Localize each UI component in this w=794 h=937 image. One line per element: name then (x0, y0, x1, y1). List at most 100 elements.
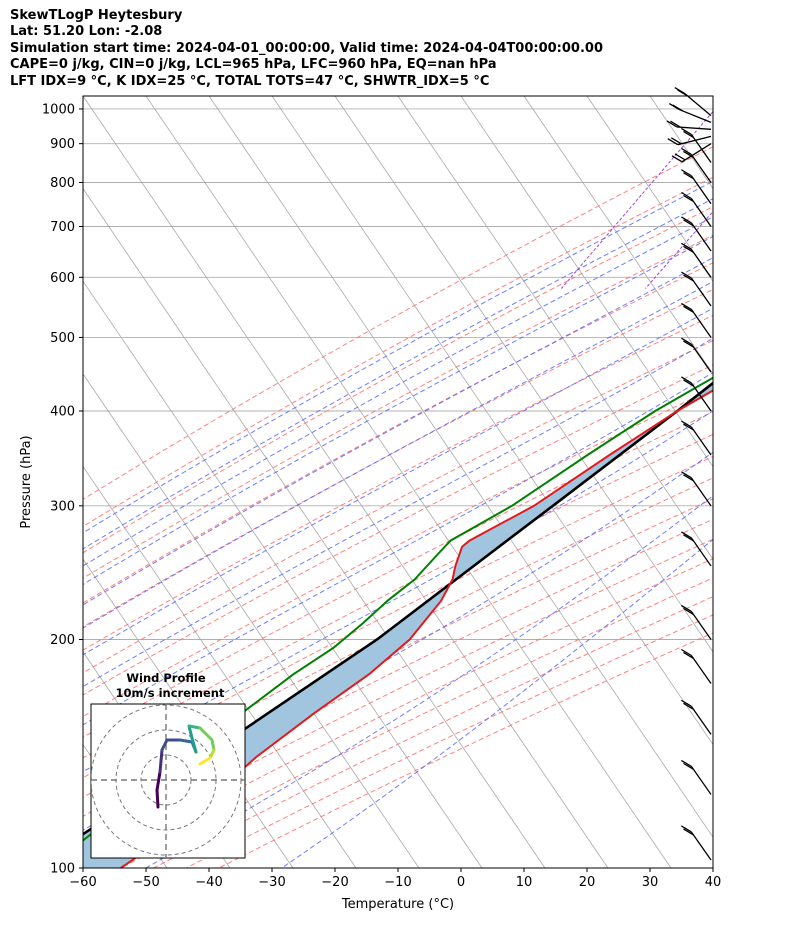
wind-barb-staff (690, 705, 712, 735)
wind-barb (674, 87, 712, 117)
wind-barb-staff (690, 477, 712, 507)
hodograph-trace (160, 738, 169, 752)
moist-adiabat (83, 235, 713, 585)
wind-barb-flag (683, 305, 694, 313)
wind-barb-staff (690, 309, 712, 338)
wind-barb-flag (670, 120, 681, 128)
x-tick-label: −50 (132, 875, 159, 890)
hodograph-trace (190, 736, 198, 754)
y-tick-label: 600 (50, 271, 75, 286)
hodograph-trace (198, 756, 212, 766)
isotherm-line (712, 96, 713, 97)
wind-barb-flag (681, 759, 692, 767)
wind-barb-flag (677, 89, 688, 97)
wind-barb (681, 471, 712, 507)
wind-barb-staff (690, 382, 712, 412)
wind-barb-staff (690, 277, 712, 307)
moist-adiabat (83, 216, 713, 567)
y-tick-label: 500 (50, 331, 75, 346)
hodograph-trace (210, 738, 216, 752)
wind-barb-flag (681, 648, 692, 657)
title-line-2: Lat: 51.20 Lon: -2.08 (10, 24, 163, 40)
mixing-ratio-line (561, 110, 713, 289)
isotherm-line (83, 280, 483, 868)
wind-barb (681, 302, 712, 338)
wind-barb-flag (683, 702, 694, 710)
moist-adiabat (83, 180, 713, 534)
wind-barb (681, 648, 712, 684)
wind-barb-flag (681, 216, 692, 224)
wind-barb-staff (690, 222, 712, 252)
wind-barb-flag (681, 169, 692, 177)
isotherm-line (271, 96, 713, 746)
wind-barb (681, 216, 712, 252)
wind-barb-staff (690, 343, 712, 373)
x-tick-label: 20 (579, 875, 596, 890)
wind-barb-flag (683, 219, 694, 227)
y-tick-label: 100 (50, 862, 75, 877)
wind-barb (681, 337, 712, 373)
wind-barb-staff (690, 248, 712, 278)
isotherm-line (83, 187, 546, 868)
wind-barb-staff (690, 831, 712, 861)
title-line-3: Simulation start time: 2024-04-01_00:00:… (10, 40, 603, 56)
wind-barb (681, 604, 712, 640)
dewpoint-line (83, 376, 713, 842)
wind-barb (671, 143, 712, 163)
wind-barb (667, 135, 712, 146)
wind-barb-staff (676, 126, 712, 130)
temperature-line (120, 389, 713, 868)
wind-barb-flag (683, 607, 694, 615)
x-tick-label: −10 (384, 875, 411, 890)
title-line-4: CAPE=0 j/kg, CIN=0 j/kg, LCL=965 hPa, LF… (10, 57, 497, 73)
isotherm-line (586, 96, 713, 283)
wind-barb-flag (681, 420, 692, 428)
x-tick-label: 0 (457, 875, 465, 890)
isotherm-line (523, 96, 713, 375)
hodograph-trace (198, 726, 214, 742)
wind-barb-flag (683, 150, 694, 158)
dry-adiabat (83, 364, 713, 696)
wind-barb (666, 120, 712, 130)
wind-barb-staff (690, 154, 712, 183)
wind-barb-flag (683, 423, 694, 431)
wind-barb (681, 127, 712, 163)
y-tick-label: 200 (50, 633, 75, 648)
isotherm-line (776, 96, 794, 868)
wind-barb-staff (690, 426, 712, 456)
wind-barb (681, 531, 712, 567)
wind-barb-flag (681, 242, 692, 250)
title-line-5: LFT IDX=9 °C, K IDX=25 °C, TOTAL TOTS=47… (10, 73, 490, 89)
dry-adiabat (83, 477, 713, 798)
isotherm-line (83, 96, 609, 868)
wind-barb-flag (683, 274, 694, 282)
y-axis-label: Pressure (hPa) (19, 435, 34, 528)
wind-barb-staff (690, 175, 712, 205)
wind-barb (681, 271, 712, 307)
x-tick-label: 10 (516, 875, 533, 890)
x-tick-label: −30 (258, 875, 285, 890)
chart-title: SkewTLogP Heytesbury Lat: 51.20 Lon: -2.… (10, 8, 603, 90)
wind-barb-flag (683, 194, 694, 203)
wind-barb-flag (681, 471, 692, 479)
wind-barb-staff (677, 135, 712, 146)
wind-barb-flag (683, 762, 694, 770)
moist-adiabat (83, 337, 713, 688)
wind-barb-flag (683, 828, 694, 836)
dry-adiabat (83, 411, 713, 738)
mixing-ratio-line (645, 210, 713, 289)
wind-barb-flag (681, 127, 692, 136)
dry-adiabat (83, 288, 713, 628)
hodograph-trace (187, 724, 202, 730)
wind-barb (681, 699, 712, 735)
y-tick-label: 900 (50, 137, 75, 152)
wind-barb-staff (690, 766, 712, 795)
hodograph-trace (155, 770, 162, 792)
wind-barb-staff (690, 655, 712, 684)
wind-barb-flag (681, 376, 692, 384)
dry-adiabat (83, 234, 713, 579)
wind-barb-staff (690, 537, 712, 567)
wind-barb-flag (681, 271, 692, 279)
wind-barb-flag (670, 137, 682, 145)
hodograph-title: Wind Profile (126, 671, 206, 685)
